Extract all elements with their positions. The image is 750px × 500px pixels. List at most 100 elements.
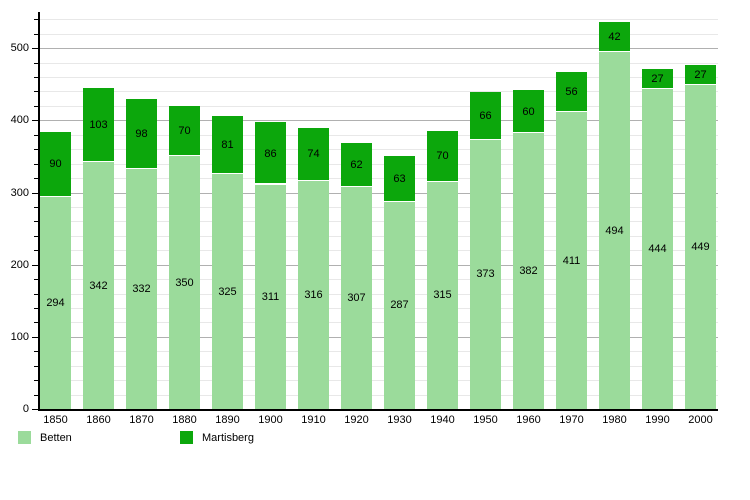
value-label-martisberg: 63 <box>393 173 406 186</box>
x-axis-tick-label: 1880 <box>172 414 197 426</box>
y-axis-major-tick <box>32 264 38 266</box>
value-label-martisberg: 60 <box>522 105 535 118</box>
y-axis-minor-tick <box>34 33 38 35</box>
y-axis-major-tick <box>32 120 38 122</box>
minor-gridline <box>38 394 718 396</box>
value-label-betten: 315 <box>433 289 452 302</box>
x-axis-tick-label: 1930 <box>387 414 412 426</box>
bar-segment-betten <box>384 201 415 409</box>
value-label-martisberg: 70 <box>178 125 191 138</box>
x-axis-tick-label: 1920 <box>344 414 369 426</box>
minor-gridline <box>38 380 718 382</box>
legend-item-betten: Betten <box>18 431 72 444</box>
major-gridline <box>38 264 718 266</box>
value-label-martisberg: 86 <box>264 147 277 160</box>
x-axis-tick-label: 1990 <box>645 414 670 426</box>
x-axis-tick-label: 2000 <box>688 414 713 426</box>
legend-item-martisberg: Martisberg <box>180 431 254 444</box>
minor-gridline <box>38 322 718 324</box>
y-axis-minor-tick <box>34 206 38 208</box>
bar-segment-martisberg <box>384 156 415 202</box>
y-axis-minor-tick <box>34 221 38 223</box>
value-label-betten: 332 <box>132 283 151 296</box>
value-label-betten: 325 <box>218 285 237 298</box>
bar-segment-martisberg <box>126 98 157 170</box>
bar-segment-martisberg <box>556 71 587 113</box>
x-axis-tick-label: 1940 <box>430 414 455 426</box>
value-label-martisberg: 42 <box>608 31 621 44</box>
bar-segment-martisberg <box>513 90 544 134</box>
y-axis-minor-tick <box>34 105 38 107</box>
value-label-betten: 449 <box>691 241 710 253</box>
major-gridline <box>38 48 718 50</box>
bar-segment-betten <box>255 184 286 409</box>
minor-gridline <box>38 19 718 21</box>
x-axis-tick-label: 1970 <box>559 414 584 426</box>
y-axis-tick-label: 100 <box>10 330 29 343</box>
y-axis-major-tick <box>32 336 38 338</box>
bar-segment-martisberg <box>255 122 286 185</box>
y-axis-tick-label: 200 <box>10 258 29 271</box>
bar-segment-betten <box>341 187 372 409</box>
y-axis-minor-tick <box>34 178 38 179</box>
minor-gridline <box>38 221 718 223</box>
major-gridline <box>38 336 718 338</box>
bar-segment-martisberg <box>212 115 243 175</box>
y-axis-minor-tick <box>34 250 38 252</box>
value-label-betten: 307 <box>347 292 366 305</box>
bar-segment-betten <box>513 133 544 409</box>
value-label-martisberg: 90 <box>49 158 62 171</box>
x-axis <box>38 409 718 411</box>
x-axis-tick-label: 1870 <box>129 414 154 426</box>
value-label-martisberg: 27 <box>694 69 707 82</box>
bar-segment-martisberg <box>427 131 458 182</box>
bar-segment-betten <box>212 174 243 409</box>
value-label-betten: 350 <box>175 276 194 289</box>
x-axis-tick-label: 1950 <box>473 414 498 426</box>
value-label-martisberg: 62 <box>350 159 363 171</box>
value-label-martisberg: 74 <box>307 148 320 161</box>
minor-gridline <box>38 293 718 295</box>
value-label-martisberg: 98 <box>135 128 148 140</box>
minor-gridline <box>38 206 718 208</box>
value-label-martisberg: 103 <box>89 119 108 131</box>
value-label-betten: 316 <box>304 289 323 301</box>
y-axis-minor-tick <box>34 149 38 151</box>
x-axis-tick-label: 1960 <box>516 414 541 426</box>
y-axis-minor-tick <box>34 293 38 295</box>
minor-gridline <box>38 33 718 35</box>
y-axis-minor-tick <box>34 19 38 21</box>
y-axis <box>38 12 40 411</box>
y-axis-minor-tick <box>34 394 38 396</box>
y-axis-tick-label: 500 <box>10 42 29 55</box>
bar-segment-martisberg <box>83 87 114 163</box>
value-label-betten: 342 <box>89 279 108 292</box>
minor-gridline <box>38 235 718 237</box>
x-axis-tick-label: 1910 <box>301 414 326 426</box>
legend-label-betten: Betten <box>40 431 72 444</box>
value-label-martisberg: 66 <box>479 109 492 122</box>
minor-gridline <box>38 250 718 252</box>
minor-gridline <box>38 163 718 165</box>
bar-segment-betten <box>83 162 114 409</box>
minor-gridline <box>38 77 718 78</box>
y-axis-minor-tick <box>34 351 38 353</box>
y-axis-minor-tick <box>34 77 38 78</box>
bar-segment-martisberg <box>169 105 200 157</box>
y-axis-major-tick <box>32 48 38 50</box>
value-label-betten: 287 <box>390 299 409 312</box>
minor-gridline <box>38 351 718 353</box>
value-label-betten: 311 <box>261 290 280 303</box>
value-label-betten: 444 <box>648 242 667 255</box>
bar-segment-betten <box>685 84 716 409</box>
y-axis-major-tick <box>32 409 38 410</box>
legend-swatch-martisberg <box>180 431 193 444</box>
bar-segment-martisberg <box>40 131 71 197</box>
bar-segment-betten <box>599 52 630 409</box>
legend-label-martisberg: Martisberg <box>202 431 254 444</box>
minor-gridline <box>38 279 718 281</box>
bar-segment-martisberg <box>298 127 329 181</box>
value-label-martisberg: 56 <box>565 86 578 99</box>
